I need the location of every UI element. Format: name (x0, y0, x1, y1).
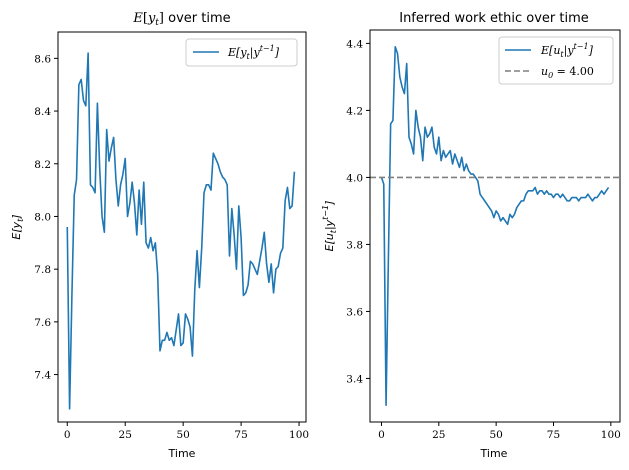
left-chart-title: E[yt] over time (132, 11, 230, 28)
right-chart-plot-area (370, 45, 620, 407)
left-y-tick-label: 7.6 (34, 317, 51, 329)
right-y-tick-label: 4.4 (346, 38, 363, 50)
left-y-tick-label: 8.6 (34, 53, 51, 65)
left-legend-box (185, 38, 298, 67)
right-y-tick-label: 3.4 (346, 373, 363, 385)
right-legend-box (498, 36, 614, 85)
right-chart: Inferred work ethic over time 0 25 50 75 100… (321, 11, 621, 460)
right-x-tick-label: 50 (489, 429, 502, 441)
right-x-tick-label: 100 (601, 429, 621, 441)
right-x-tick-label: 0 (378, 429, 385, 441)
left-chart-x-label: Time (168, 447, 196, 460)
right-chart-x-label: Time (480, 447, 508, 460)
right-chart-x-axis: 0 25 50 75 100 (378, 422, 621, 441)
right-y-tick-label: 4.2 (346, 105, 363, 117)
left-y-tick-label: 7.8 (34, 264, 51, 276)
left-x-tick-label: 50 (176, 429, 189, 441)
right-x-tick-label: 75 (547, 429, 560, 441)
left-x-tick-label: 100 (289, 429, 309, 441)
left-y-tick-label: 7.4 (34, 370, 51, 382)
left-y-tick-label: 8.0 (34, 211, 51, 223)
left-x-tick-label: 25 (119, 429, 132, 441)
left-y-tick-label: 8.4 (34, 106, 51, 118)
right-chart-frame (369, 29, 621, 423)
left-chart-y-label: E[yt] (10, 214, 25, 239)
left-x-tick-label: 0 (64, 429, 71, 441)
right-y-tick-label: 4.0 (346, 172, 363, 184)
right-x-tick-label: 25 (432, 429, 445, 441)
right-chart-y-label: E[ut|yt−1] (321, 201, 338, 252)
right-chart-legend: E[ut|yt−1] u0 = 4.00 (498, 36, 614, 85)
left-y-tick-label: 8.2 (34, 159, 51, 171)
right-chart-y-axis: 3.4 3.6 3.8 4.0 4.2 4.4 (346, 38, 370, 385)
left-chart-y-axis: 7.4 7.6 7.8 8.0 8.2 8.4 8.6 (34, 53, 58, 382)
left-chart-legend: E[yt|yt−1] (185, 38, 298, 67)
right-legend-label-reference: u0 = 4.00 (541, 65, 594, 80)
left-chart-plot-area (66, 52, 296, 410)
left-series-line (66, 52, 296, 410)
left-chart-frame (57, 31, 307, 423)
left-x-tick-label: 75 (234, 429, 247, 441)
left-chart: E[yt] over time 0 25 50 75 100 7.4 7.6 7.8 8.0 8… (10, 11, 309, 460)
left-chart-x-axis: 0 25 50 75 100 (64, 422, 309, 441)
right-chart-title: Inferred work ethic over time (399, 11, 589, 26)
right-y-tick-label: 3.6 (346, 306, 363, 318)
right-series-line (380, 45, 610, 407)
right-y-tick-label: 3.8 (346, 239, 363, 251)
